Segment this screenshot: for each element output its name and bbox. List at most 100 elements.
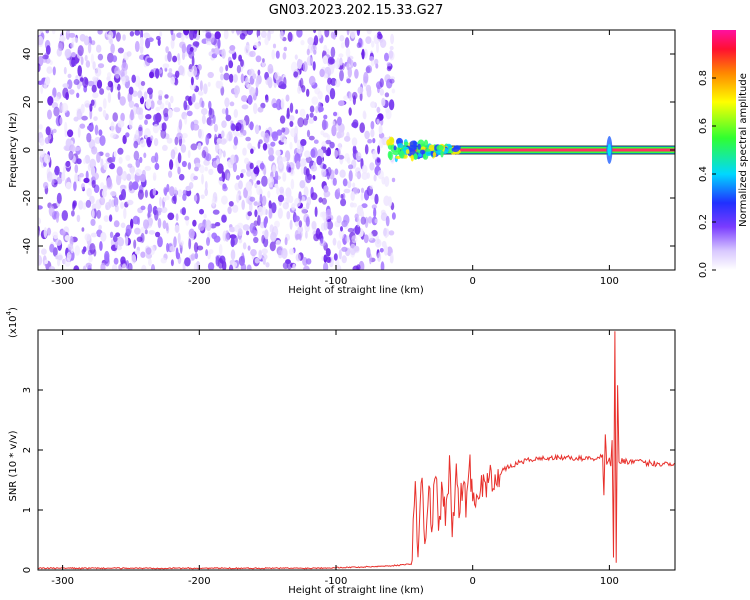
noise-speckle	[326, 256, 331, 263]
noise-speckle	[130, 171, 135, 181]
noise-speckle	[255, 55, 262, 63]
noise-speckle	[234, 85, 240, 96]
noise-speckle	[257, 141, 261, 149]
noise-speckle	[313, 49, 317, 55]
noise-speckle	[109, 162, 115, 170]
noise-speckle	[308, 118, 315, 124]
noise-speckle	[365, 84, 372, 93]
svg-text:(x104): (x104)	[5, 307, 19, 338]
noise-speckle	[201, 100, 205, 109]
noise-speckle	[241, 255, 245, 266]
signal-band-core	[405, 148, 675, 152]
noise-speckle	[271, 131, 278, 139]
noise-speckle	[153, 114, 158, 123]
noise-speckle	[112, 112, 118, 122]
noise-speckle	[67, 129, 74, 138]
noise-speckle	[233, 108, 238, 118]
noise-speckle	[240, 169, 246, 174]
noise-speckle	[279, 186, 284, 194]
noise-speckle	[121, 263, 127, 270]
noise-speckle	[333, 111, 338, 117]
noise-speckle	[327, 77, 332, 85]
noise-speckle	[187, 150, 191, 159]
noise-speckle	[363, 234, 369, 244]
noise-speckle	[102, 98, 107, 109]
noise-speckle	[57, 42, 63, 51]
onset-blob	[417, 143, 421, 150]
noise-speckle	[283, 76, 287, 88]
noise-speckle	[177, 152, 182, 164]
noise-speckle	[39, 137, 45, 146]
noise-speckle	[102, 109, 107, 118]
noise-speckle	[128, 100, 135, 108]
noise-speckle	[352, 202, 357, 208]
noise-speckle	[169, 186, 175, 197]
onset-blob	[425, 150, 432, 156]
noise-speckle	[207, 251, 211, 260]
noise-speckle	[145, 99, 152, 110]
noise-speckle	[205, 134, 210, 146]
x-tick-label: -100	[325, 576, 348, 587]
y-tick-label: 2	[22, 447, 33, 453]
noise-speckle	[349, 91, 352, 102]
noise-speckle	[136, 236, 143, 243]
noise-speckle	[303, 265, 310, 270]
noise-speckle	[163, 107, 169, 118]
noise-speckle	[313, 161, 316, 168]
noise-speckle	[152, 172, 157, 181]
noise-speckle	[247, 142, 253, 150]
noise-speckle	[63, 165, 66, 174]
noise-speckle	[134, 30, 141, 36]
noise-speckle	[287, 31, 293, 42]
noise-speckle	[296, 145, 303, 154]
noise-speckle	[275, 240, 281, 245]
noise-speckle	[163, 197, 167, 203]
x-tick-label: 100	[600, 576, 619, 587]
noise-speckle	[57, 254, 63, 261]
noise-speckle	[143, 32, 150, 39]
noise-speckle	[360, 192, 364, 201]
noise-speckle	[229, 226, 236, 233]
noise-speckle	[229, 73, 234, 83]
onset-blob	[397, 143, 404, 149]
noise-speckle	[84, 54, 88, 62]
noise-speckle	[137, 90, 143, 99]
noise-speckle	[150, 135, 154, 142]
colorbar-tick-label: 0.2	[698, 214, 709, 230]
noise-speckle	[121, 172, 125, 180]
colorbar: 0.0 0.2 0.4 0.6 0.8 Normalized spectral ampl…	[698, 30, 749, 278]
noise-speckle	[236, 65, 241, 74]
noise-speckle	[165, 46, 169, 54]
noise-speckle	[188, 238, 192, 250]
noise-speckle	[201, 114, 206, 125]
noise-speckle	[254, 182, 258, 189]
noise-speckle	[267, 190, 271, 199]
noise-speckle	[92, 61, 96, 70]
noise-speckle	[139, 156, 143, 164]
noise-speckle	[216, 158, 220, 166]
y-tick-label: 40	[22, 48, 33, 61]
noise-speckle	[282, 156, 287, 162]
noise-speckle	[77, 65, 82, 77]
noise-speckle	[90, 40, 96, 46]
noise-speckle	[383, 244, 388, 256]
noise-speckle	[377, 169, 384, 180]
noise-speckle	[339, 34, 345, 42]
noise-speckle	[76, 108, 83, 120]
noise-speckle	[288, 248, 295, 255]
noise-speckle	[48, 205, 55, 217]
noise-speckle	[51, 178, 55, 186]
noise-speckle	[38, 254, 43, 266]
noise-speckle	[221, 214, 227, 223]
noise-speckle	[348, 107, 352, 116]
noise-speckle	[160, 128, 167, 139]
noise-speckle	[178, 173, 185, 181]
noise-speckle	[279, 115, 286, 124]
noise-speckle	[205, 220, 212, 232]
noise-speckle	[49, 243, 55, 253]
noise-speckle	[54, 165, 60, 176]
noise-speckle	[134, 227, 141, 235]
y-tick-label: -40	[22, 238, 33, 254]
noise-speckle	[374, 218, 378, 224]
noise-speckle	[235, 122, 242, 131]
